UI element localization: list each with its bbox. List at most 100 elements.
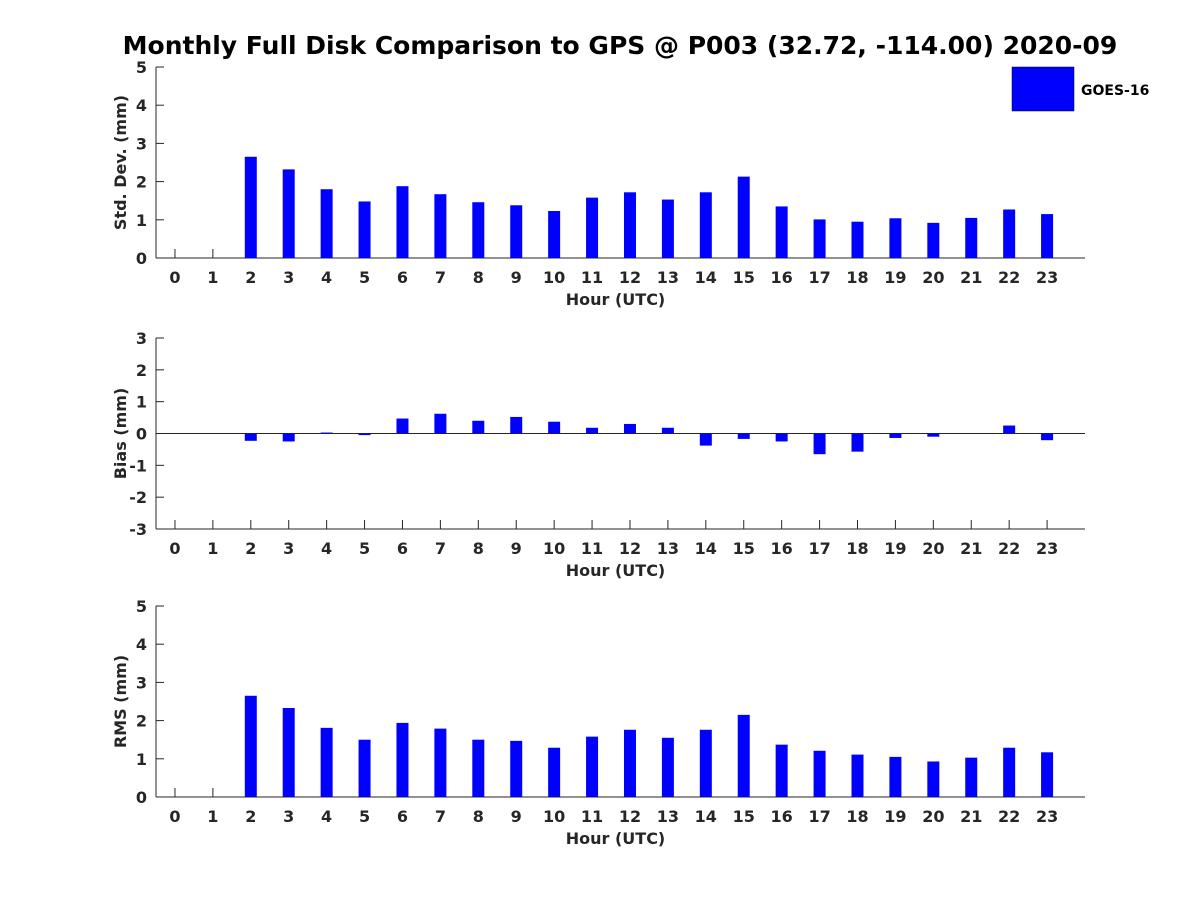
std-dev-ytick-label: 5 [136,58,147,77]
chart-title: Monthly Full Disk Comparison to GPS @ P0… [123,31,1118,60]
bias-bar [320,432,333,434]
rms-y-label: RMS (mm) [111,655,130,748]
std-dev-ytick-label: 0 [136,249,147,268]
bias-xtick-label: 3 [283,539,294,558]
std-dev-xtick-label: 8 [473,268,484,287]
bias-bar [434,413,447,434]
rms-xtick-label: 14 [695,807,717,826]
bias-xtick-label: 5 [359,539,370,558]
bias-xtick-label: 11 [581,539,603,558]
std-dev-bar [965,217,978,258]
std-dev-xtick-label: 1 [207,268,218,287]
std-dev-x-label: Hour (UTC) [566,290,666,309]
rms-bar [434,728,447,797]
std-dev-xtick-label: 2 [245,268,256,287]
bias-xtick-label: 6 [397,539,408,558]
bias-xtick-label: 4 [321,539,332,558]
rms-bar [510,740,523,797]
rms-xtick-label: 17 [808,807,830,826]
std-dev-xtick-label: 23 [1036,268,1058,287]
std-dev-xtick-label: 14 [695,268,717,287]
std-dev-bar [699,192,712,258]
bias-xtick-label: 16 [771,539,793,558]
rms-xtick-label: 19 [884,807,906,826]
std-dev-bar [889,218,902,258]
bias-xtick-label: 2 [245,539,256,558]
bias-xtick-label: 0 [169,539,180,558]
rms-xtick-label: 13 [657,807,679,826]
std-dev-xtick-label: 0 [169,268,180,287]
rms-bar [623,729,636,797]
rms-xtick-label: 23 [1036,807,1058,826]
rms-ytick-label: 0 [136,788,147,807]
rms-xtick-label: 18 [846,807,868,826]
bias-bar [737,433,750,439]
bias-xtick-label: 17 [808,539,830,558]
std-dev-bar [1003,209,1016,258]
bias-xtick-label: 19 [884,539,906,558]
bias-bar [472,420,485,434]
std-dev-xtick-label: 9 [511,268,522,287]
rms-bar [396,722,409,797]
bias-bar [661,427,674,434]
rms-bar [282,707,295,797]
bias-bar [244,433,257,441]
rms-bar [813,750,826,797]
rms-bar [699,729,712,797]
std-dev-bar [1041,214,1054,258]
rms-bar [737,714,750,797]
std-dev-bar [282,169,295,258]
std-dev-xtick-label: 15 [733,268,755,287]
bias-bar [358,433,371,436]
rms-xtick-label: 3 [283,807,294,826]
std-dev-xtick-label: 13 [657,268,679,287]
std-dev-bar [358,201,371,258]
bias-xtick-label: 10 [543,539,565,558]
std-dev-ytick-label: 4 [136,96,147,115]
std-dev-bar [510,205,523,258]
bias-xtick-label: 12 [619,539,641,558]
rms-xtick-label: 2 [245,807,256,826]
rms-bar [965,757,978,797]
bias-bar [1003,425,1016,434]
rms-ytick-label: 5 [136,597,147,616]
bias-bar [927,433,940,437]
std-dev-xtick-label: 22 [998,268,1020,287]
bias-bar [282,433,295,442]
std-dev-xtick-label: 10 [543,268,565,287]
legend-swatch [1011,66,1075,112]
std-dev-xtick-label: 3 [283,268,294,287]
std-dev-bar [737,176,750,258]
bias-ytick-label: 2 [136,361,147,380]
bias-xtick-label: 8 [473,539,484,558]
std-dev-bar [548,211,561,258]
rms-bar [927,761,940,797]
rms-bar [889,756,902,797]
rms-xtick-label: 10 [543,807,565,826]
rms-ytick-label: 1 [136,750,147,769]
std-dev-xtick-label: 11 [581,268,603,287]
bias-y-label: Bias (mm) [111,388,130,480]
bias-ytick-label: 3 [136,329,147,348]
std-dev-ytick-label: 2 [136,173,147,192]
std-dev-xtick-label: 7 [435,268,446,287]
rms-xtick-label: 21 [960,807,982,826]
std-dev-ytick-label: 3 [136,134,147,153]
bias-ytick-label: -3 [129,520,147,539]
std-dev-xtick-label: 16 [771,268,793,287]
std-dev-xtick-label: 18 [846,268,868,287]
legend: GOES-16 [1011,66,1149,112]
rms-xtick-label: 7 [435,807,446,826]
bias-xtick-label: 13 [657,539,679,558]
bias-ytick-label: 0 [136,425,147,444]
std-dev-xtick-label: 17 [808,268,830,287]
rms-xtick-label: 12 [619,807,641,826]
rms-ytick-label: 3 [136,673,147,692]
rms-xtick-label: 4 [321,807,332,826]
bias-xtick-label: 18 [846,539,868,558]
std-dev-bar [927,222,940,258]
rms-bar [472,739,485,797]
